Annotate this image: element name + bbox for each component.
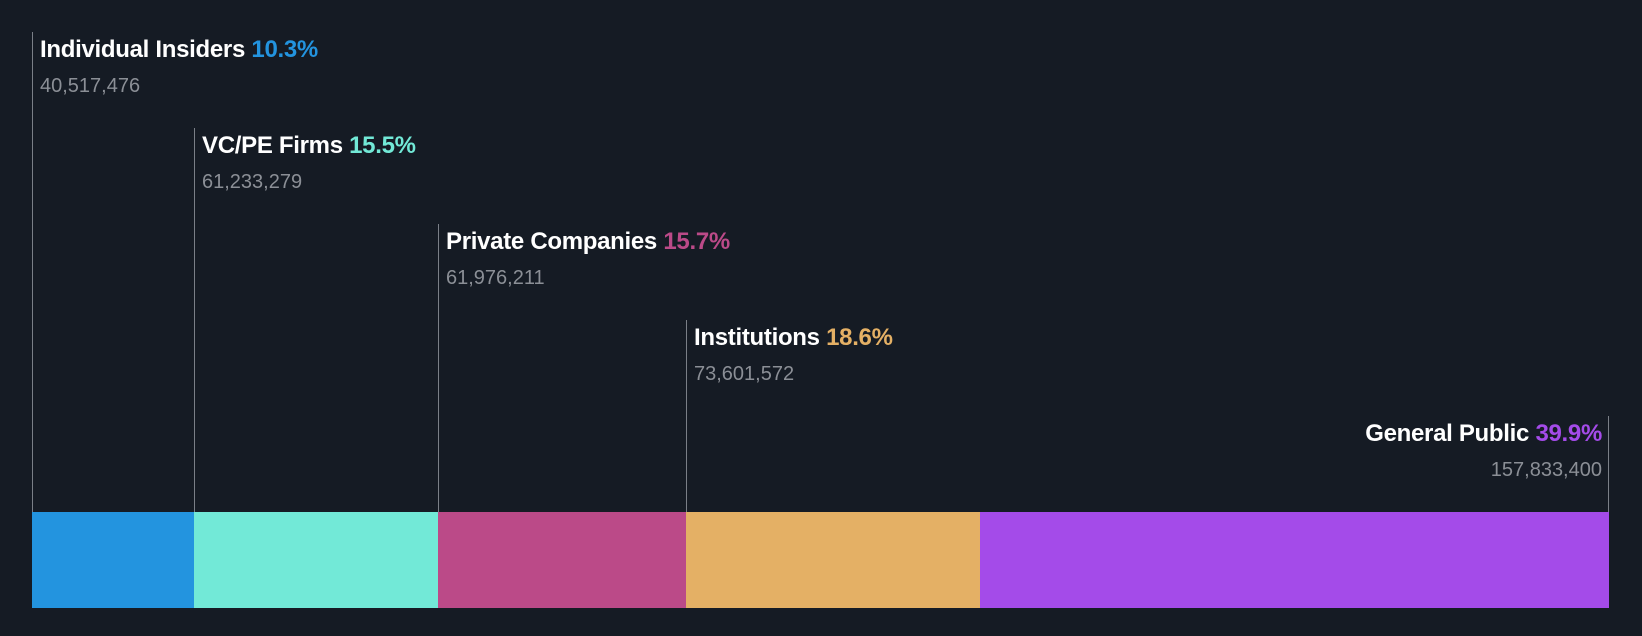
segment-shares: 61,233,279 xyxy=(202,171,303,193)
segment-percent: 15.5% xyxy=(349,132,416,159)
bar-segment-individual-insiders[interactable] xyxy=(32,512,194,608)
label-private-companies: Private Companies 15.7% 61,976,211 xyxy=(446,227,730,291)
bar-segment-institutions[interactable] xyxy=(686,512,980,608)
leader-line-general-public xyxy=(1608,416,1609,512)
leader-line-private-companies xyxy=(438,224,439,512)
segment-name: Individual Insiders xyxy=(40,36,246,63)
segment-percent: 39.9% xyxy=(1535,420,1602,447)
leader-line-institutions xyxy=(686,320,687,512)
label-individual-insiders: Individual Insiders 10.3% 40,517,476 xyxy=(40,35,318,99)
label-institutions: Institutions 18.6% 73,601,572 xyxy=(694,323,893,387)
leader-line-individual-insiders xyxy=(32,32,33,512)
label-general-public: General Public 39.9% 157,833,400 xyxy=(1365,419,1602,483)
segment-name: General Public xyxy=(1365,420,1530,447)
segment-percent: 10.3% xyxy=(251,36,318,63)
segment-shares: 73,601,572 xyxy=(694,363,795,385)
segment-name: Institutions xyxy=(694,324,820,351)
segment-shares: 157,833,400 xyxy=(1490,459,1602,481)
segment-percent: 18.6% xyxy=(826,324,893,351)
bar-segment-vcpe-firms[interactable] xyxy=(194,512,438,608)
segment-shares: 61,976,211 xyxy=(446,267,545,289)
segment-name: VC/PE Firms xyxy=(202,132,343,159)
segment-percent: 15.7% xyxy=(663,228,730,255)
segment-shares: 40,517,476 xyxy=(40,75,141,97)
leader-line-vcpe-firms xyxy=(194,128,195,512)
label-vcpe-firms: VC/PE Firms 15.5% 61,233,279 xyxy=(202,131,416,195)
bar-segment-general-public[interactable] xyxy=(980,512,1609,608)
bar-segment-private-companies[interactable] xyxy=(438,512,686,608)
segment-name: Private Companies xyxy=(446,228,657,255)
